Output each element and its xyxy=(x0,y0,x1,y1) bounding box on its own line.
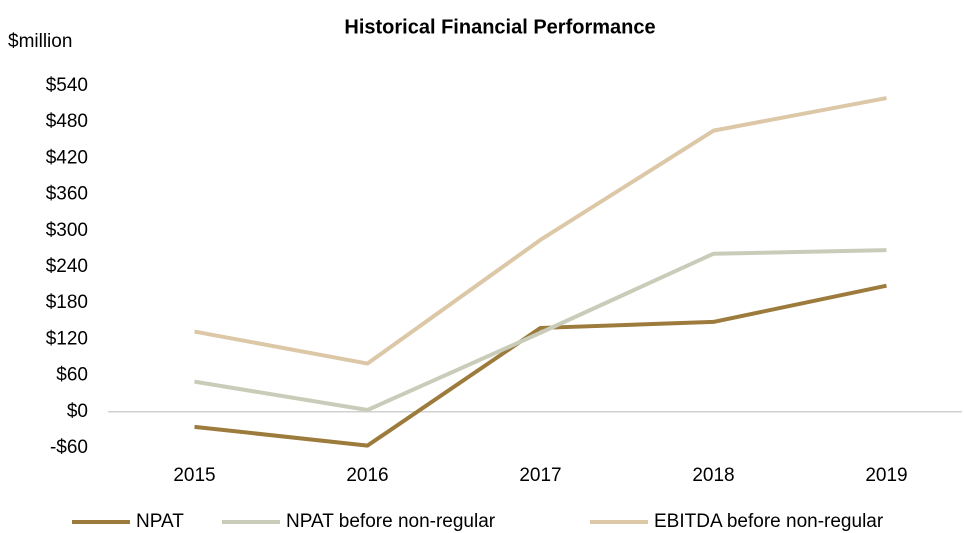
x-tick-label: 2018 xyxy=(692,465,734,486)
x-tick-label: 2016 xyxy=(346,465,388,486)
y-tick-label: $480 xyxy=(46,111,88,132)
y-tick-label: $420 xyxy=(46,147,88,168)
y-tick-label: $120 xyxy=(46,328,88,349)
y-tick-label: $0 xyxy=(67,401,88,422)
y-tick-label: $300 xyxy=(46,220,88,241)
y-tick-label: $240 xyxy=(46,256,88,277)
legend-label: NPAT xyxy=(136,511,184,532)
y-axis-label: $million xyxy=(8,31,72,52)
x-tick-label: 2015 xyxy=(173,465,215,486)
y-tick-label: $540 xyxy=(46,75,88,96)
chart-title: Historical Financial Performance xyxy=(344,16,655,38)
legend-label: EBITDA before non-regular xyxy=(654,511,884,532)
y-tick-label: $360 xyxy=(46,184,88,205)
series-line xyxy=(194,96,887,366)
series-line xyxy=(194,248,887,412)
y-tick-label: $60 xyxy=(56,365,88,386)
x-tick-label: 2019 xyxy=(865,465,907,486)
y-tick-label: $180 xyxy=(46,292,88,313)
x-tick-label: 2017 xyxy=(519,465,561,486)
series-line xyxy=(194,283,887,448)
y-tick-label: -$60 xyxy=(50,437,88,458)
legend-label: NPAT before non-regular xyxy=(286,511,496,532)
